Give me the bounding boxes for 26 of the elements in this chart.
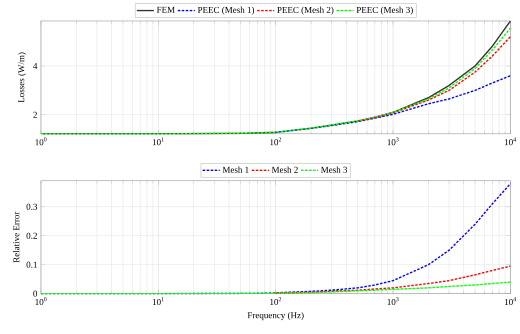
y-tick-label: 0.3 xyxy=(26,204,38,210)
x-tick-label: 10$^{4}$ xyxy=(504,138,516,146)
y-tick-label: 2 xyxy=(33,112,37,118)
x-tick-label: 10$^{2}$ xyxy=(270,297,282,306)
legend-label: PEEC (Mesh 2) xyxy=(277,6,334,15)
legend-label: FEM xyxy=(156,7,175,13)
y-axis-title: Losses (W/m) xyxy=(18,52,26,103)
legend-label: PEEC (Mesh 3) xyxy=(356,6,413,15)
x-tick-label: 10$^{0}$ xyxy=(36,297,46,306)
x-tick-label: 10$^{3}$ xyxy=(388,297,399,306)
y-tick-label: 0.2 xyxy=(26,232,37,240)
y-axis-title: Relative Error xyxy=(13,212,20,263)
y-tick-label: 0 xyxy=(33,290,38,297)
x-axis-title: Frequency (Hz) xyxy=(248,312,304,320)
y-tick-label: 0.1 xyxy=(26,262,37,268)
x-tick-label: 10$^{2}$ xyxy=(270,138,282,146)
x-tick-label: 10$^{4}$ xyxy=(504,297,516,306)
legend-label: Mesh 2 xyxy=(272,166,298,173)
x-tick-label: 10$^{1}$ xyxy=(152,138,164,146)
y-tick-label: 4 xyxy=(33,63,38,70)
legend-label: Mesh 1 xyxy=(222,166,249,173)
x-tick-label: 10$^{1}$ xyxy=(152,297,164,306)
x-tick-label: 10$^{3}$ xyxy=(388,138,399,146)
legend-label: PEEC (Mesh 1) xyxy=(198,6,254,15)
legend-label: Mesh 3 xyxy=(320,166,348,173)
x-tick-label: 10$^{0}$ xyxy=(36,138,46,146)
